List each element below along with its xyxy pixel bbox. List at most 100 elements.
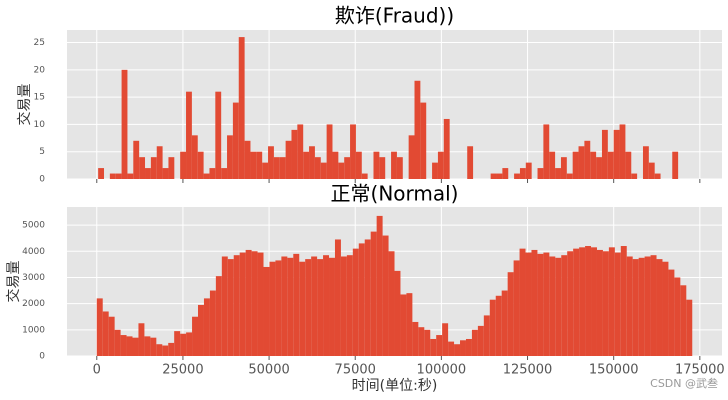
bar — [269, 261, 276, 356]
bar — [686, 299, 693, 356]
bar — [174, 331, 181, 356]
bar — [573, 248, 580, 356]
bar — [502, 168, 509, 179]
x-tick-label: 75000 — [335, 363, 376, 378]
bar — [326, 124, 333, 179]
bar — [525, 162, 532, 179]
watermark: CSDN @武叁 — [650, 376, 718, 390]
bar — [614, 252, 621, 356]
bar — [180, 333, 187, 356]
bar — [120, 335, 127, 356]
x-tick-label: 25000 — [162, 363, 203, 378]
bar — [138, 323, 145, 356]
bar — [412, 321, 419, 356]
bar — [168, 342, 175, 356]
bar — [607, 151, 614, 179]
bar — [299, 261, 306, 356]
bar — [442, 323, 449, 356]
bar — [382, 235, 389, 356]
bar — [250, 151, 257, 179]
bar — [309, 146, 315, 179]
bar — [625, 151, 632, 179]
bar — [430, 338, 437, 356]
bar — [233, 255, 240, 356]
bar — [638, 257, 645, 356]
bar — [443, 118, 450, 179]
bar — [203, 173, 210, 179]
bar — [215, 91, 222, 179]
bar — [256, 151, 263, 179]
bar — [408, 135, 415, 179]
bar — [361, 173, 368, 179]
y-tick-label: 3000 — [22, 273, 45, 283]
bar — [596, 157, 602, 179]
bar — [238, 37, 245, 179]
bar — [626, 256, 633, 356]
bar — [567, 251, 574, 356]
bar — [317, 259, 324, 356]
bar — [340, 256, 347, 356]
bar — [262, 162, 269, 179]
bar — [406, 293, 413, 356]
bar — [145, 168, 151, 179]
bar — [631, 173, 638, 179]
bar — [303, 151, 310, 179]
bar — [560, 157, 567, 179]
bar — [314, 157, 321, 179]
bar — [601, 129, 608, 179]
bar — [572, 151, 579, 179]
bar — [352, 248, 359, 356]
bar — [281, 256, 288, 356]
bar — [197, 151, 204, 179]
bar — [672, 151, 679, 179]
bar — [334, 239, 341, 356]
y-tick-label: 0 — [39, 352, 45, 362]
bar — [162, 168, 169, 179]
bar — [436, 335, 443, 356]
bar — [513, 260, 520, 356]
x-tick-label: 100000 — [417, 363, 467, 378]
bar — [420, 102, 427, 179]
bar — [156, 344, 163, 356]
bar — [495, 295, 502, 356]
bar — [650, 255, 657, 356]
bar — [221, 256, 228, 356]
bar — [391, 151, 397, 179]
bar — [656, 259, 663, 356]
bar — [418, 327, 425, 356]
x-tick-label: 50000 — [248, 363, 289, 378]
bar — [432, 162, 438, 179]
bar — [203, 298, 210, 356]
bar — [186, 332, 193, 356]
bar — [232, 102, 239, 179]
bar — [221, 168, 228, 179]
bar — [320, 162, 327, 179]
bar — [168, 157, 175, 179]
bar — [305, 259, 312, 356]
bar — [323, 255, 330, 356]
bar — [642, 146, 649, 179]
bar — [448, 341, 455, 356]
y-tick-label: 15 — [34, 93, 45, 103]
bar — [215, 276, 222, 356]
bar — [132, 337, 139, 356]
bar — [578, 146, 585, 179]
bar — [350, 124, 356, 179]
bar — [501, 290, 508, 356]
bar — [144, 336, 151, 356]
y-tick-label: 0 — [39, 175, 45, 185]
bar — [257, 252, 264, 356]
bar — [150, 337, 157, 356]
bar — [126, 336, 133, 356]
bar — [549, 256, 556, 356]
bar — [139, 157, 146, 179]
x-axis-label: 时间(单位:秒) — [352, 378, 438, 394]
bar — [239, 252, 246, 356]
bar — [613, 129, 620, 179]
bar — [275, 260, 282, 356]
bar — [358, 243, 365, 356]
x-tick-label: 150000 — [589, 363, 639, 378]
bar — [654, 173, 661, 179]
bar — [467, 146, 474, 179]
